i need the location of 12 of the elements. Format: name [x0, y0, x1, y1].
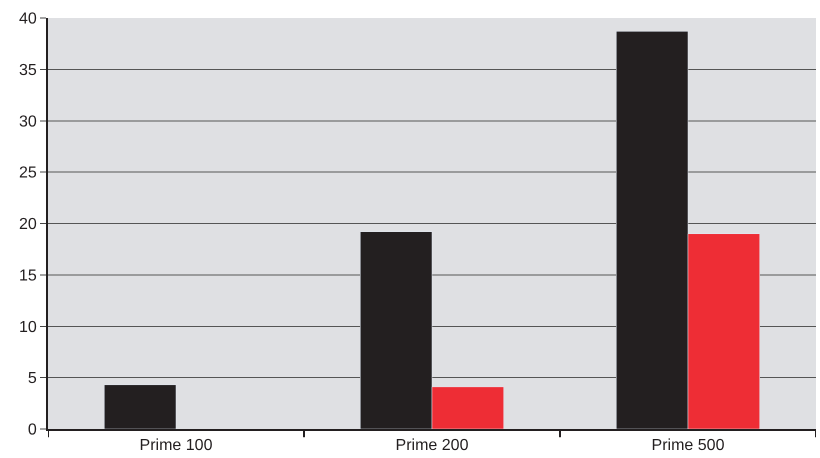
x-tick-label: Prime 100	[140, 437, 213, 454]
y-tick-label: 5	[28, 370, 37, 388]
y-tick-label: 10	[19, 318, 37, 336]
y-tick-label: 0	[28, 422, 37, 439]
y-tick-label: 30	[19, 113, 37, 130]
y-tick-label: 25	[19, 164, 37, 182]
y-tick-label: 15	[19, 267, 37, 284]
y-tick-label: 20	[19, 216, 37, 234]
x-tick-label: Prime 500	[652, 437, 725, 454]
y-tick-label: 40	[19, 10, 37, 28]
y-tick-label: 35	[19, 62, 37, 79]
x-tick-label: Prime 200	[396, 437, 469, 454]
